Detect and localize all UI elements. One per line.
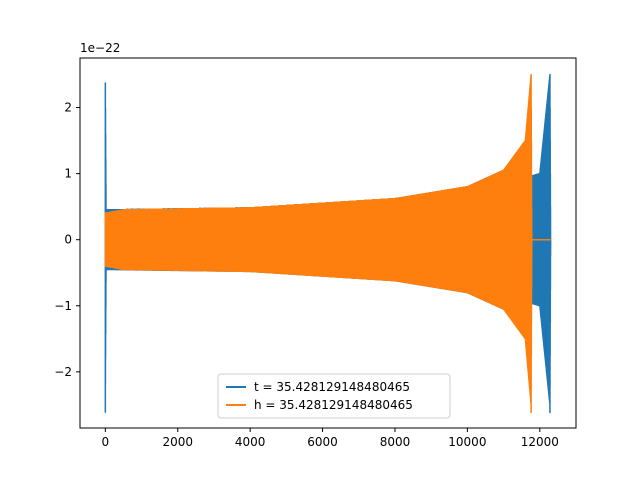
y-tick-label: 1	[64, 167, 72, 181]
x-tick-label: 2000	[162, 435, 193, 449]
series-line-1	[104, 73, 552, 414]
x-tick-label: 0	[102, 435, 110, 449]
y-tick-label: 2	[64, 101, 72, 115]
x-tick-label: 12000	[521, 435, 559, 449]
legend-box	[217, 373, 451, 419]
x-tick-label: 10000	[448, 435, 486, 449]
y-axis: −2 −1 0 1 2	[54, 101, 80, 379]
y-tick-label: 0	[64, 233, 72, 247]
y-tick-label: −1	[54, 299, 72, 313]
series-layer	[104, 73, 552, 414]
offset-text: 1e−22	[80, 41, 120, 55]
legend: t = 35.428129148480465 h = 35.42812914848…	[217, 373, 451, 419]
legend-entry-label: h = 35.428129148480465	[254, 398, 413, 412]
plot-frame	[79, 57, 577, 429]
x-tick-label: 4000	[235, 435, 266, 449]
x-axis: 0 2000 4000 6000 8000 10000 12000	[102, 428, 559, 449]
legend-entry-label: t = 35.428129148480465	[254, 380, 410, 394]
y-tick-label: −2	[54, 365, 72, 379]
x-tick-label: 6000	[307, 435, 338, 449]
x-tick-label: 8000	[380, 435, 411, 449]
